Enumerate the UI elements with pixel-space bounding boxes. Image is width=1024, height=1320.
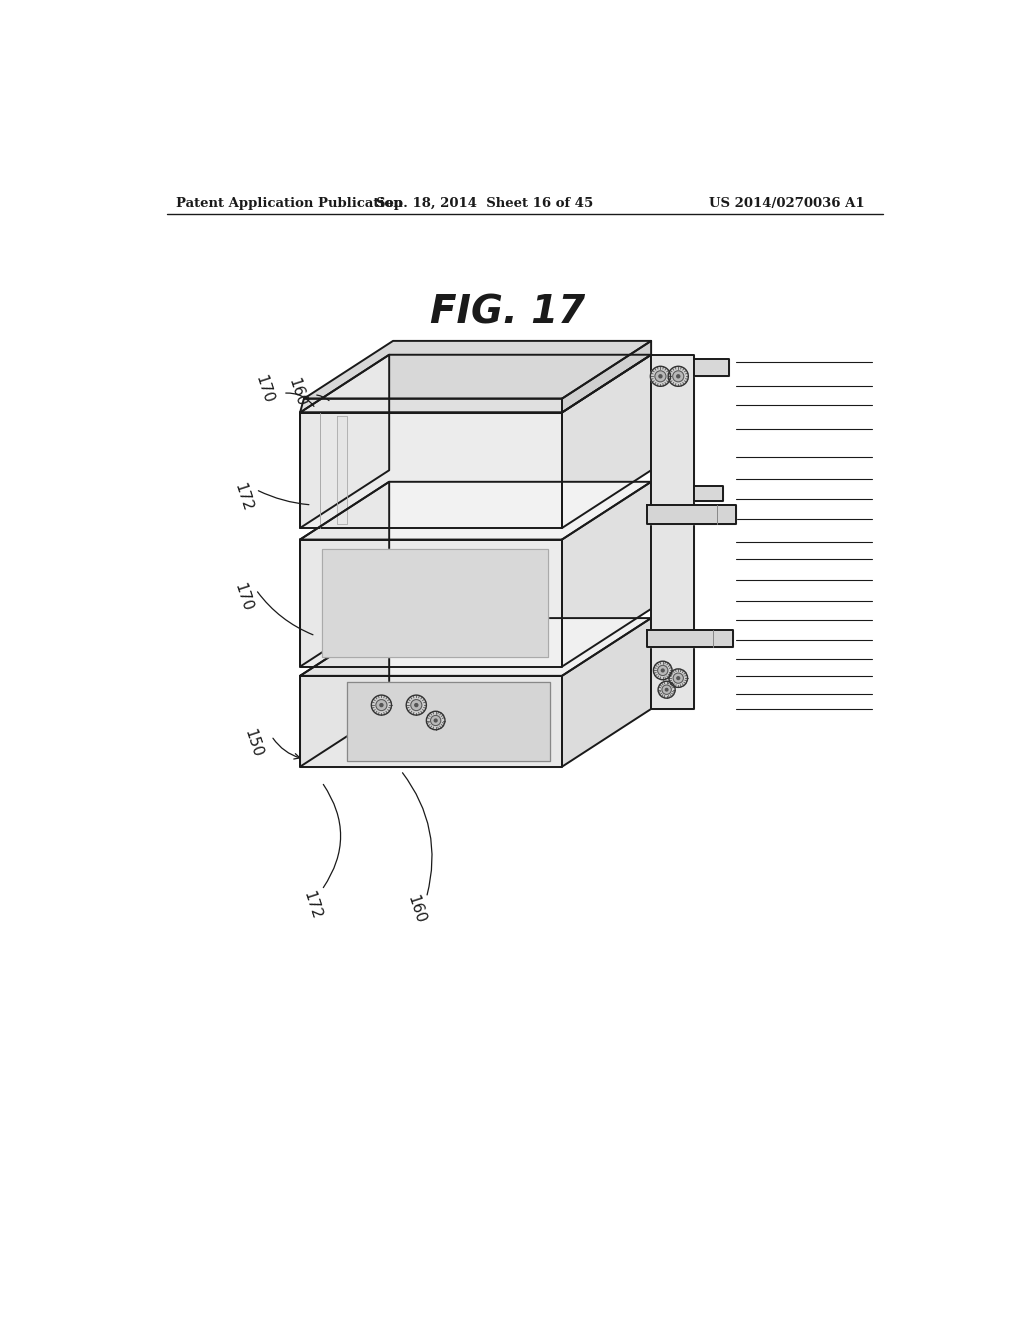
- Circle shape: [677, 375, 680, 378]
- Circle shape: [380, 704, 383, 706]
- Text: 170: 170: [231, 581, 254, 614]
- Circle shape: [677, 677, 680, 680]
- Polygon shape: [304, 341, 651, 399]
- Circle shape: [434, 719, 437, 722]
- Circle shape: [655, 371, 666, 381]
- Polygon shape: [693, 359, 729, 376]
- Polygon shape: [693, 486, 723, 502]
- Polygon shape: [346, 682, 550, 760]
- Text: FIG. 17: FIG. 17: [430, 293, 586, 331]
- Circle shape: [658, 681, 675, 698]
- Circle shape: [673, 673, 683, 684]
- Text: 160: 160: [404, 894, 428, 925]
- Circle shape: [669, 367, 688, 387]
- Polygon shape: [337, 416, 346, 524]
- Polygon shape: [300, 676, 562, 767]
- Text: 172: 172: [231, 482, 254, 513]
- Polygon shape: [300, 618, 389, 767]
- Polygon shape: [300, 355, 651, 412]
- Circle shape: [411, 700, 422, 710]
- Circle shape: [650, 367, 671, 387]
- Circle shape: [662, 685, 672, 694]
- Polygon shape: [300, 399, 562, 412]
- Polygon shape: [562, 355, 651, 528]
- Circle shape: [666, 689, 668, 690]
- Circle shape: [430, 715, 440, 726]
- Circle shape: [653, 661, 672, 680]
- Circle shape: [372, 696, 391, 715]
- Text: 160: 160: [286, 376, 308, 409]
- Circle shape: [426, 711, 445, 730]
- Text: 170: 170: [252, 374, 275, 405]
- Polygon shape: [300, 618, 651, 676]
- Polygon shape: [300, 482, 389, 667]
- Polygon shape: [651, 355, 693, 709]
- Polygon shape: [562, 341, 651, 412]
- Polygon shape: [647, 506, 736, 524]
- Circle shape: [669, 669, 687, 688]
- Text: 150: 150: [242, 727, 265, 759]
- Text: Patent Application Publication: Patent Application Publication: [176, 197, 402, 210]
- Polygon shape: [647, 630, 732, 647]
- Text: 172: 172: [301, 890, 324, 921]
- Polygon shape: [562, 618, 651, 767]
- Circle shape: [673, 371, 684, 381]
- Polygon shape: [562, 482, 651, 667]
- Polygon shape: [300, 412, 562, 528]
- Text: Sep. 18, 2014  Sheet 16 of 45: Sep. 18, 2014 Sheet 16 of 45: [376, 197, 593, 210]
- Circle shape: [657, 665, 668, 676]
- Circle shape: [658, 375, 662, 378]
- Polygon shape: [300, 355, 389, 528]
- Circle shape: [415, 704, 418, 706]
- Text: US 2014/0270036 A1: US 2014/0270036 A1: [709, 197, 864, 210]
- Polygon shape: [300, 482, 651, 540]
- Polygon shape: [322, 549, 548, 657]
- Polygon shape: [300, 540, 562, 667]
- Circle shape: [407, 696, 426, 715]
- Circle shape: [376, 700, 387, 710]
- Circle shape: [662, 669, 665, 672]
